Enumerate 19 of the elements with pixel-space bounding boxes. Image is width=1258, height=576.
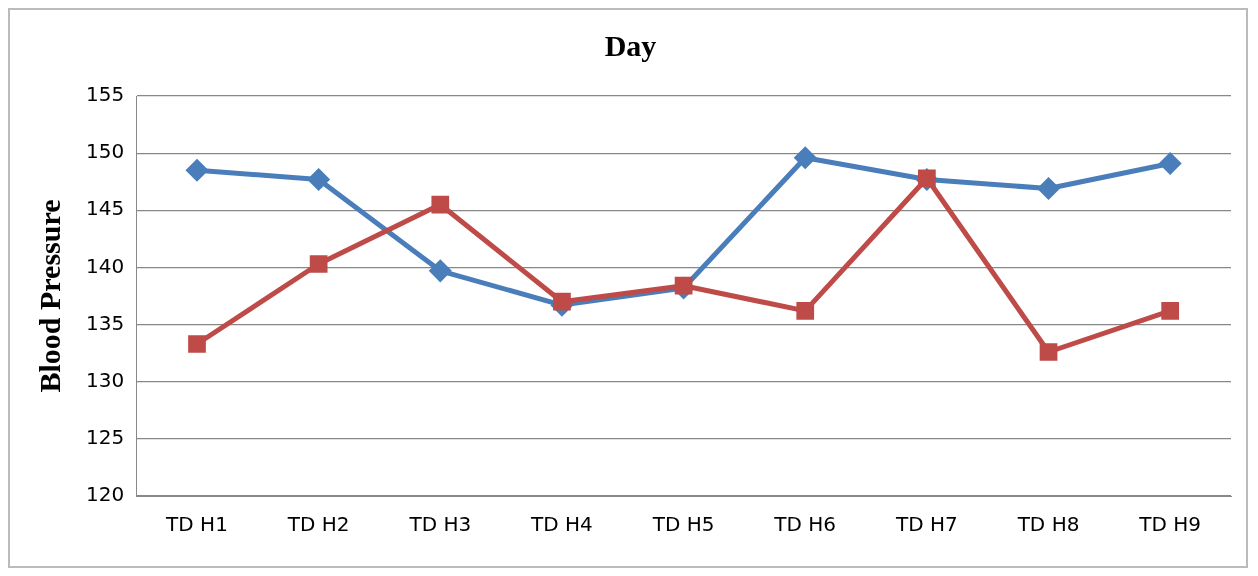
y-tick-label: 135 xyxy=(85,310,125,335)
x-tick-label: TD H8 xyxy=(1016,512,1080,537)
y-tick-label: 145 xyxy=(85,196,125,221)
y-tick-label: 150 xyxy=(85,139,125,164)
y-axis-title: Blood Pressure xyxy=(32,199,66,393)
x-tick-label: TD H4 xyxy=(530,512,593,537)
y-tick-label: 130 xyxy=(85,367,125,392)
y-tick-label: 125 xyxy=(85,425,125,450)
chart-title: Day xyxy=(604,28,657,62)
y-tick-label: 155 xyxy=(85,82,125,107)
x-tick-label: TD H6 xyxy=(773,512,837,537)
x-tick-label: TD H7 xyxy=(895,512,958,537)
x-tick-label: TD H1 xyxy=(165,512,228,537)
x-tick-label: TD H2 xyxy=(286,512,350,537)
x-tick-label: TD H9 xyxy=(1138,512,1202,537)
y-tick-label: 120 xyxy=(85,482,125,507)
x-tick-label: TD H3 xyxy=(408,512,472,537)
x-tick-label: TD H5 xyxy=(651,512,715,537)
y-tick-label: 140 xyxy=(85,253,125,278)
